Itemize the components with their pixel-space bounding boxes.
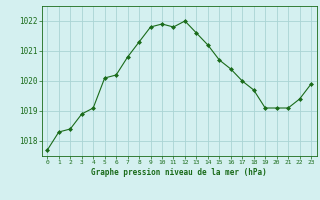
X-axis label: Graphe pression niveau de la mer (hPa): Graphe pression niveau de la mer (hPa)	[91, 168, 267, 177]
